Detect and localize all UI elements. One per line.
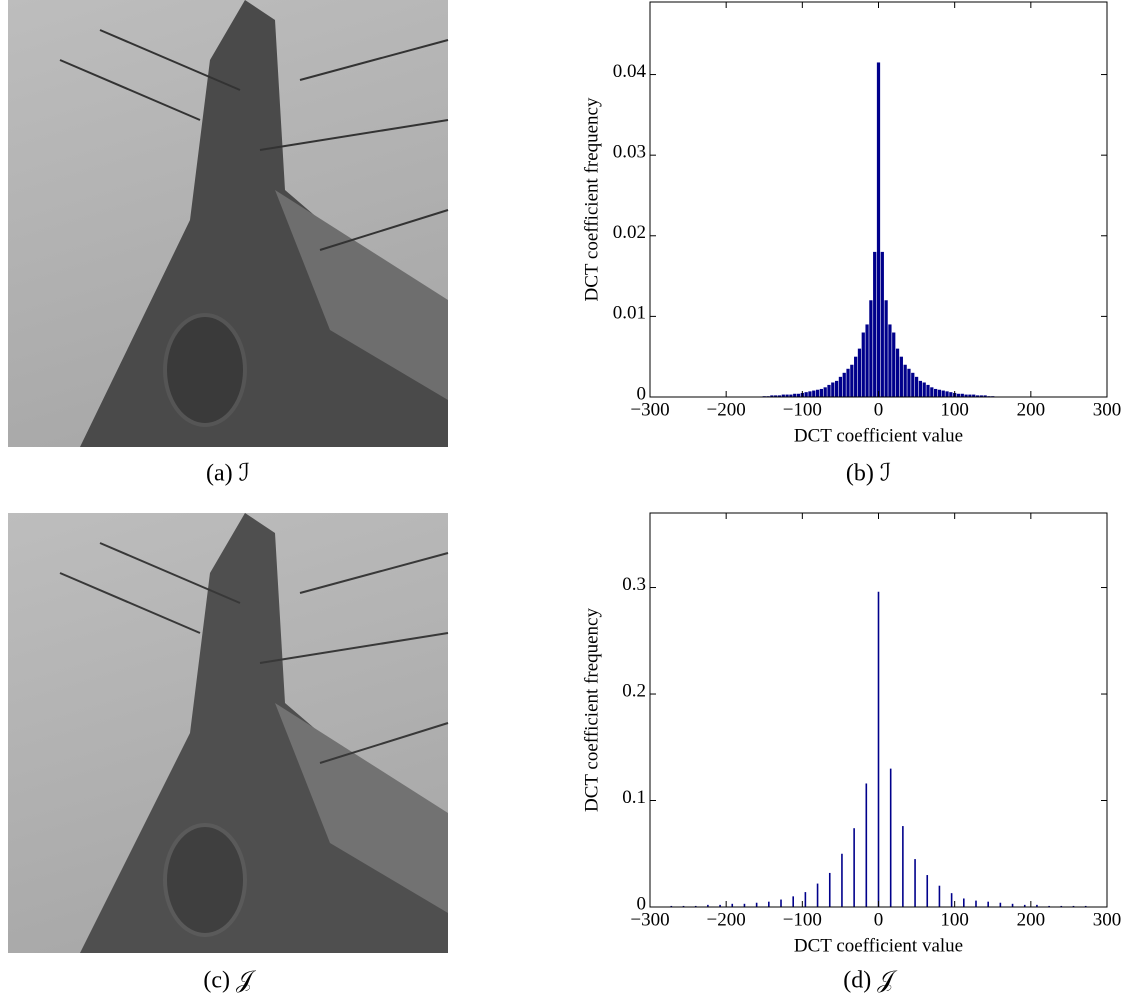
bar bbox=[846, 368, 850, 397]
x-tick-label: 100 bbox=[940, 909, 969, 930]
x-tick-label: 0 bbox=[874, 399, 884, 420]
bar bbox=[781, 394, 785, 397]
y-axis-label: DCT coefficient frequency bbox=[581, 97, 602, 301]
bar bbox=[796, 393, 801, 397]
bar bbox=[789, 394, 793, 397]
x-tick-label: 100 bbox=[940, 399, 969, 420]
bar bbox=[804, 392, 808, 397]
bar bbox=[968, 394, 972, 397]
bar bbox=[774, 395, 778, 397]
bar bbox=[926, 384, 930, 397]
bar bbox=[785, 394, 789, 397]
y-tick-label: 0 bbox=[637, 383, 647, 404]
bar bbox=[880, 251, 884, 397]
bar bbox=[869, 300, 873, 397]
y-tick-label: 0.02 bbox=[613, 222, 646, 243]
bar bbox=[941, 390, 945, 397]
bar bbox=[975, 395, 980, 397]
bar bbox=[979, 395, 983, 397]
y-tick-label: 0 bbox=[637, 893, 647, 914]
bar bbox=[857, 348, 862, 397]
bar bbox=[831, 382, 835, 397]
bar bbox=[823, 387, 827, 397]
bar bbox=[983, 395, 987, 397]
bar bbox=[949, 392, 953, 397]
bar bbox=[899, 356, 903, 397]
bar bbox=[827, 384, 831, 397]
x-tick-label: −300 bbox=[630, 909, 669, 930]
x-tick-label: 200 bbox=[1017, 399, 1046, 420]
caption: (a) ℐ bbox=[206, 461, 250, 487]
y-tick-label: 0.01 bbox=[613, 303, 646, 324]
x-tick-label: −100 bbox=[783, 399, 822, 420]
bar bbox=[777, 395, 782, 397]
bar bbox=[838, 376, 843, 397]
x-tick-label: −200 bbox=[707, 909, 746, 930]
bar bbox=[930, 387, 934, 397]
bar bbox=[873, 251, 877, 397]
x-axis-label: DCT coefficient value bbox=[794, 935, 963, 956]
x-tick-label: −100 bbox=[783, 909, 822, 930]
bar bbox=[888, 324, 892, 397]
bar bbox=[808, 391, 812, 397]
bar bbox=[937, 389, 942, 397]
bar bbox=[819, 388, 823, 397]
y-tick-label: 0.1 bbox=[622, 787, 646, 808]
bar bbox=[770, 395, 774, 397]
bar bbox=[911, 372, 915, 397]
bar bbox=[964, 394, 968, 397]
bar bbox=[884, 300, 888, 397]
bar bbox=[842, 372, 846, 397]
bar bbox=[861, 332, 865, 397]
bar bbox=[922, 382, 926, 397]
photo-a bbox=[8, 0, 449, 447]
y-tick-label: 0.3 bbox=[622, 574, 646, 595]
x-tick-label: 0 bbox=[874, 909, 884, 930]
caption: (d) 𝒥 bbox=[843, 968, 898, 994]
x-tick-label: 300 bbox=[1093, 909, 1122, 930]
bar bbox=[812, 390, 816, 397]
photo-c bbox=[8, 513, 449, 953]
bar bbox=[854, 356, 858, 397]
y-axis-label: DCT coefficient frequency bbox=[581, 608, 602, 812]
y-tick-label: 0.03 bbox=[613, 142, 646, 163]
y-tick-label: 0.04 bbox=[613, 61, 647, 82]
caption: (b) ℐ bbox=[846, 461, 891, 487]
bar bbox=[815, 389, 820, 397]
bar bbox=[956, 393, 961, 397]
x-tick-label: 300 bbox=[1093, 399, 1122, 420]
bar bbox=[865, 324, 869, 397]
bar bbox=[876, 62, 881, 398]
x-tick-label: 200 bbox=[1017, 909, 1046, 930]
x-tick-label: −300 bbox=[630, 399, 669, 420]
bar bbox=[850, 364, 854, 397]
bar bbox=[907, 368, 911, 397]
bar bbox=[945, 391, 949, 397]
x-tick-label: −200 bbox=[707, 399, 746, 420]
bar bbox=[934, 388, 938, 397]
bar bbox=[914, 376, 919, 397]
bar bbox=[793, 393, 797, 397]
bar bbox=[918, 380, 923, 397]
bar bbox=[895, 348, 900, 397]
bar bbox=[903, 364, 907, 397]
caption: (c) 𝒥 bbox=[203, 968, 257, 994]
y-tick-label: 0.2 bbox=[622, 680, 646, 701]
bar bbox=[892, 332, 896, 397]
bar bbox=[972, 394, 976, 397]
bar bbox=[834, 380, 839, 397]
bar bbox=[960, 393, 964, 397]
x-axis-label: DCT coefficient value bbox=[794, 425, 963, 446]
